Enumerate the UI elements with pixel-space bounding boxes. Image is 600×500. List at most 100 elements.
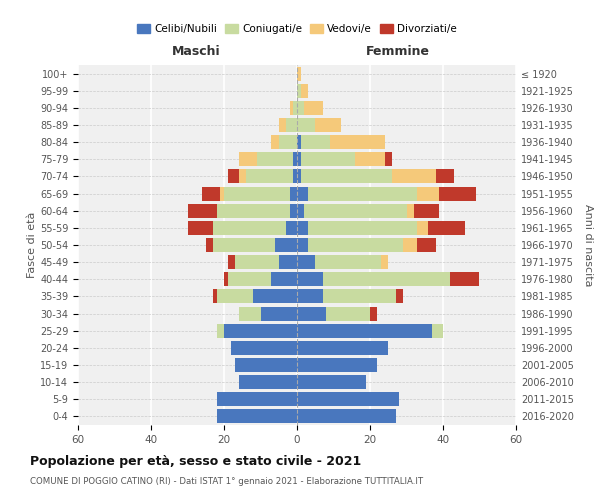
Bar [381,255,388,269]
Bar [187,221,213,235]
Bar [293,152,297,166]
Bar [385,152,392,166]
Bar [227,255,235,269]
Bar [217,204,290,218]
Bar [206,238,213,252]
Bar [235,358,297,372]
Bar [395,290,403,304]
Bar [290,204,297,218]
Bar [213,290,217,304]
Bar [260,306,297,320]
Bar [293,170,297,183]
Bar [286,118,297,132]
Bar [235,255,279,269]
Bar [297,306,326,320]
Text: Femmine: Femmine [366,45,430,58]
Bar [297,375,367,389]
Bar [257,152,293,166]
Bar [253,290,297,304]
Bar [323,290,395,304]
Bar [217,392,297,406]
Bar [323,272,450,286]
Bar [297,358,377,372]
Bar [297,84,301,98]
Bar [428,221,465,235]
Bar [246,170,293,183]
Bar [450,272,479,286]
Bar [355,152,385,166]
Bar [220,186,224,200]
Bar [297,66,301,80]
Bar [418,186,439,200]
Bar [297,410,395,424]
Bar [297,272,323,286]
Bar [217,410,297,424]
Bar [297,118,315,132]
Bar [213,221,286,235]
Bar [297,135,301,149]
Bar [224,324,297,338]
Bar [297,341,388,355]
Bar [315,255,381,269]
Y-axis label: Anni di nascita: Anni di nascita [583,204,593,286]
Bar [301,152,355,166]
Bar [293,101,297,115]
Bar [239,152,257,166]
Text: COMUNE DI POGGIO CATINO (RI) - Dati ISTAT 1° gennaio 2021 - Elaborazione TUTTITA: COMUNE DI POGGIO CATINO (RI) - Dati ISTA… [30,478,423,486]
Bar [432,324,443,338]
Bar [297,290,323,304]
Bar [301,135,330,149]
Bar [224,272,227,286]
Bar [217,324,224,338]
Bar [271,135,279,149]
Bar [217,290,253,304]
Bar [301,170,392,183]
Bar [297,255,315,269]
Bar [187,204,217,218]
Bar [308,186,418,200]
Bar [315,118,341,132]
Bar [297,238,308,252]
Bar [279,118,286,132]
Bar [304,101,323,115]
Bar [297,204,304,218]
Bar [275,238,297,252]
Bar [439,186,476,200]
Bar [297,152,301,166]
Bar [213,238,275,252]
Bar [403,238,418,252]
Text: Maschi: Maschi [172,45,221,58]
Bar [297,392,399,406]
Bar [297,101,304,115]
Bar [202,186,220,200]
Bar [297,186,308,200]
Text: Popolazione per età, sesso e stato civile - 2021: Popolazione per età, sesso e stato civil… [30,455,361,468]
Y-axis label: Fasce di età: Fasce di età [27,212,37,278]
Bar [279,255,297,269]
Bar [330,135,385,149]
Bar [392,170,436,183]
Bar [370,306,377,320]
Bar [297,324,432,338]
Bar [418,221,428,235]
Bar [418,238,436,252]
Legend: Celibi/Nubili, Coniugati/e, Vedovi/e, Divorziati/e: Celibi/Nubili, Coniugati/e, Vedovi/e, Di… [133,20,461,38]
Bar [239,170,246,183]
Bar [297,170,301,183]
Bar [271,272,297,286]
Bar [326,306,370,320]
Bar [301,84,308,98]
Bar [436,170,454,183]
Bar [232,341,297,355]
Bar [304,204,407,218]
Bar [239,375,297,389]
Bar [290,186,297,200]
Bar [227,170,239,183]
Bar [224,186,290,200]
Bar [239,306,260,320]
Bar [308,221,418,235]
Bar [279,135,297,149]
Bar [414,204,439,218]
Bar [227,272,271,286]
Bar [290,101,293,115]
